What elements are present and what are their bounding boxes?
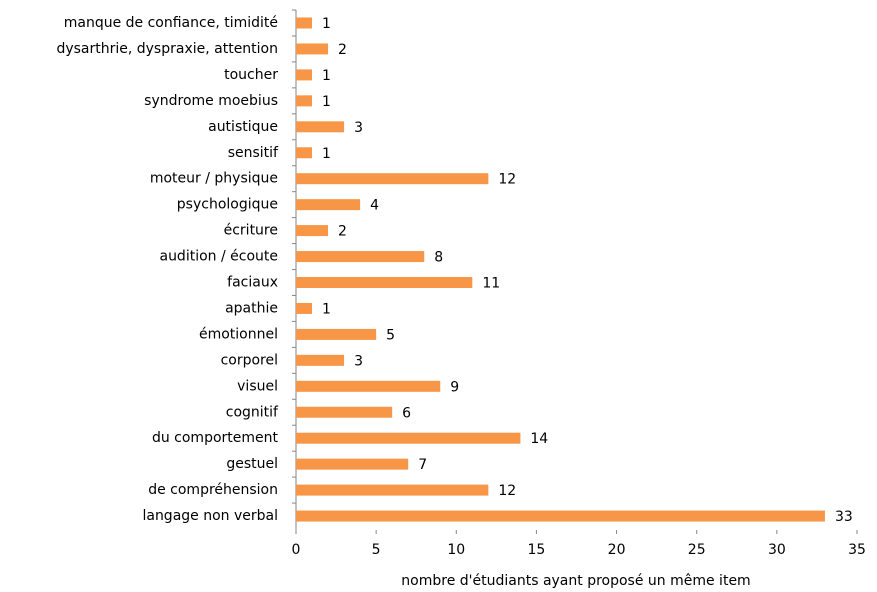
y-tick-label: du comportement [152,430,279,446]
y-tick-label: gestuel [226,456,278,472]
bar [296,43,329,55]
bar [296,69,313,81]
value-label: 1 [322,94,331,110]
bar [296,354,345,366]
y-tick-label: corporel [221,352,278,368]
y-tick-label: syndrome moebius [144,93,278,109]
value-label: 1 [322,146,331,162]
y-tick-label: audition / écoute [159,249,278,265]
y-tick-label: apathie [225,300,278,316]
y-tick-label: visuel [237,378,278,394]
x-tick-label: 25 [688,542,706,558]
y-tick-label: de compréhension [148,482,278,498]
bar [296,95,313,107]
value-label: 12 [498,483,516,499]
bar [296,380,441,392]
y-tick-label: toucher [224,67,278,83]
x-tick-label: 35 [848,542,866,558]
bar [296,510,825,522]
y-tick-label: écriture [224,223,278,239]
y-tick-label: langage non verbal [142,508,278,524]
x-axis-title: nombre d'étudiants ayant proposé un même… [401,573,750,589]
value-label: 2 [338,224,347,240]
bar [296,251,425,263]
value-label: 9 [450,379,459,395]
value-label: 4 [370,198,379,214]
y-tick-label: autistique [208,119,278,135]
value-label: 6 [402,405,411,421]
value-label: 2 [338,42,347,58]
bar [296,199,361,211]
y-tick-label: sensitif [228,145,279,161]
y-tick-label: manque de confiance, timidité [64,15,278,31]
bar [296,121,345,133]
value-label: 3 [354,120,363,136]
bar [296,225,329,237]
value-label: 33 [835,509,853,525]
bar [296,302,313,314]
value-label: 8 [434,250,443,266]
y-tick-label: moteur / physique [150,171,278,187]
value-label: 5 [386,327,395,343]
value-label: 12 [498,172,516,188]
y-tick-label: psychologique [177,197,278,213]
x-tick-label: 5 [372,542,381,558]
bar [296,173,489,185]
bar [296,406,393,418]
bar [296,458,409,470]
bar [296,277,473,288]
bar [296,484,489,496]
bar [296,17,313,29]
value-label: 14 [530,431,548,447]
bar [296,328,377,340]
x-tick-label: 0 [292,542,301,558]
y-tick-label: faciaux [227,275,278,291]
value-label: 11 [482,276,500,292]
value-label: 1 [322,301,331,317]
bar [296,432,521,444]
x-tick-label: 30 [768,542,786,558]
x-tick-label: 10 [447,542,465,558]
value-label: 7 [418,457,427,473]
x-tick-label: 15 [528,542,546,558]
y-tick-label: dysarthrie, dyspraxie, attention [56,41,278,57]
y-tick-label: émotionnel [199,326,278,342]
x-tick-label: 20 [608,542,626,558]
bar [296,147,313,159]
value-label: 1 [322,68,331,84]
value-label: 1 [322,16,331,32]
y-tick-label: cognitif [226,404,279,420]
value-label: 3 [354,353,363,369]
